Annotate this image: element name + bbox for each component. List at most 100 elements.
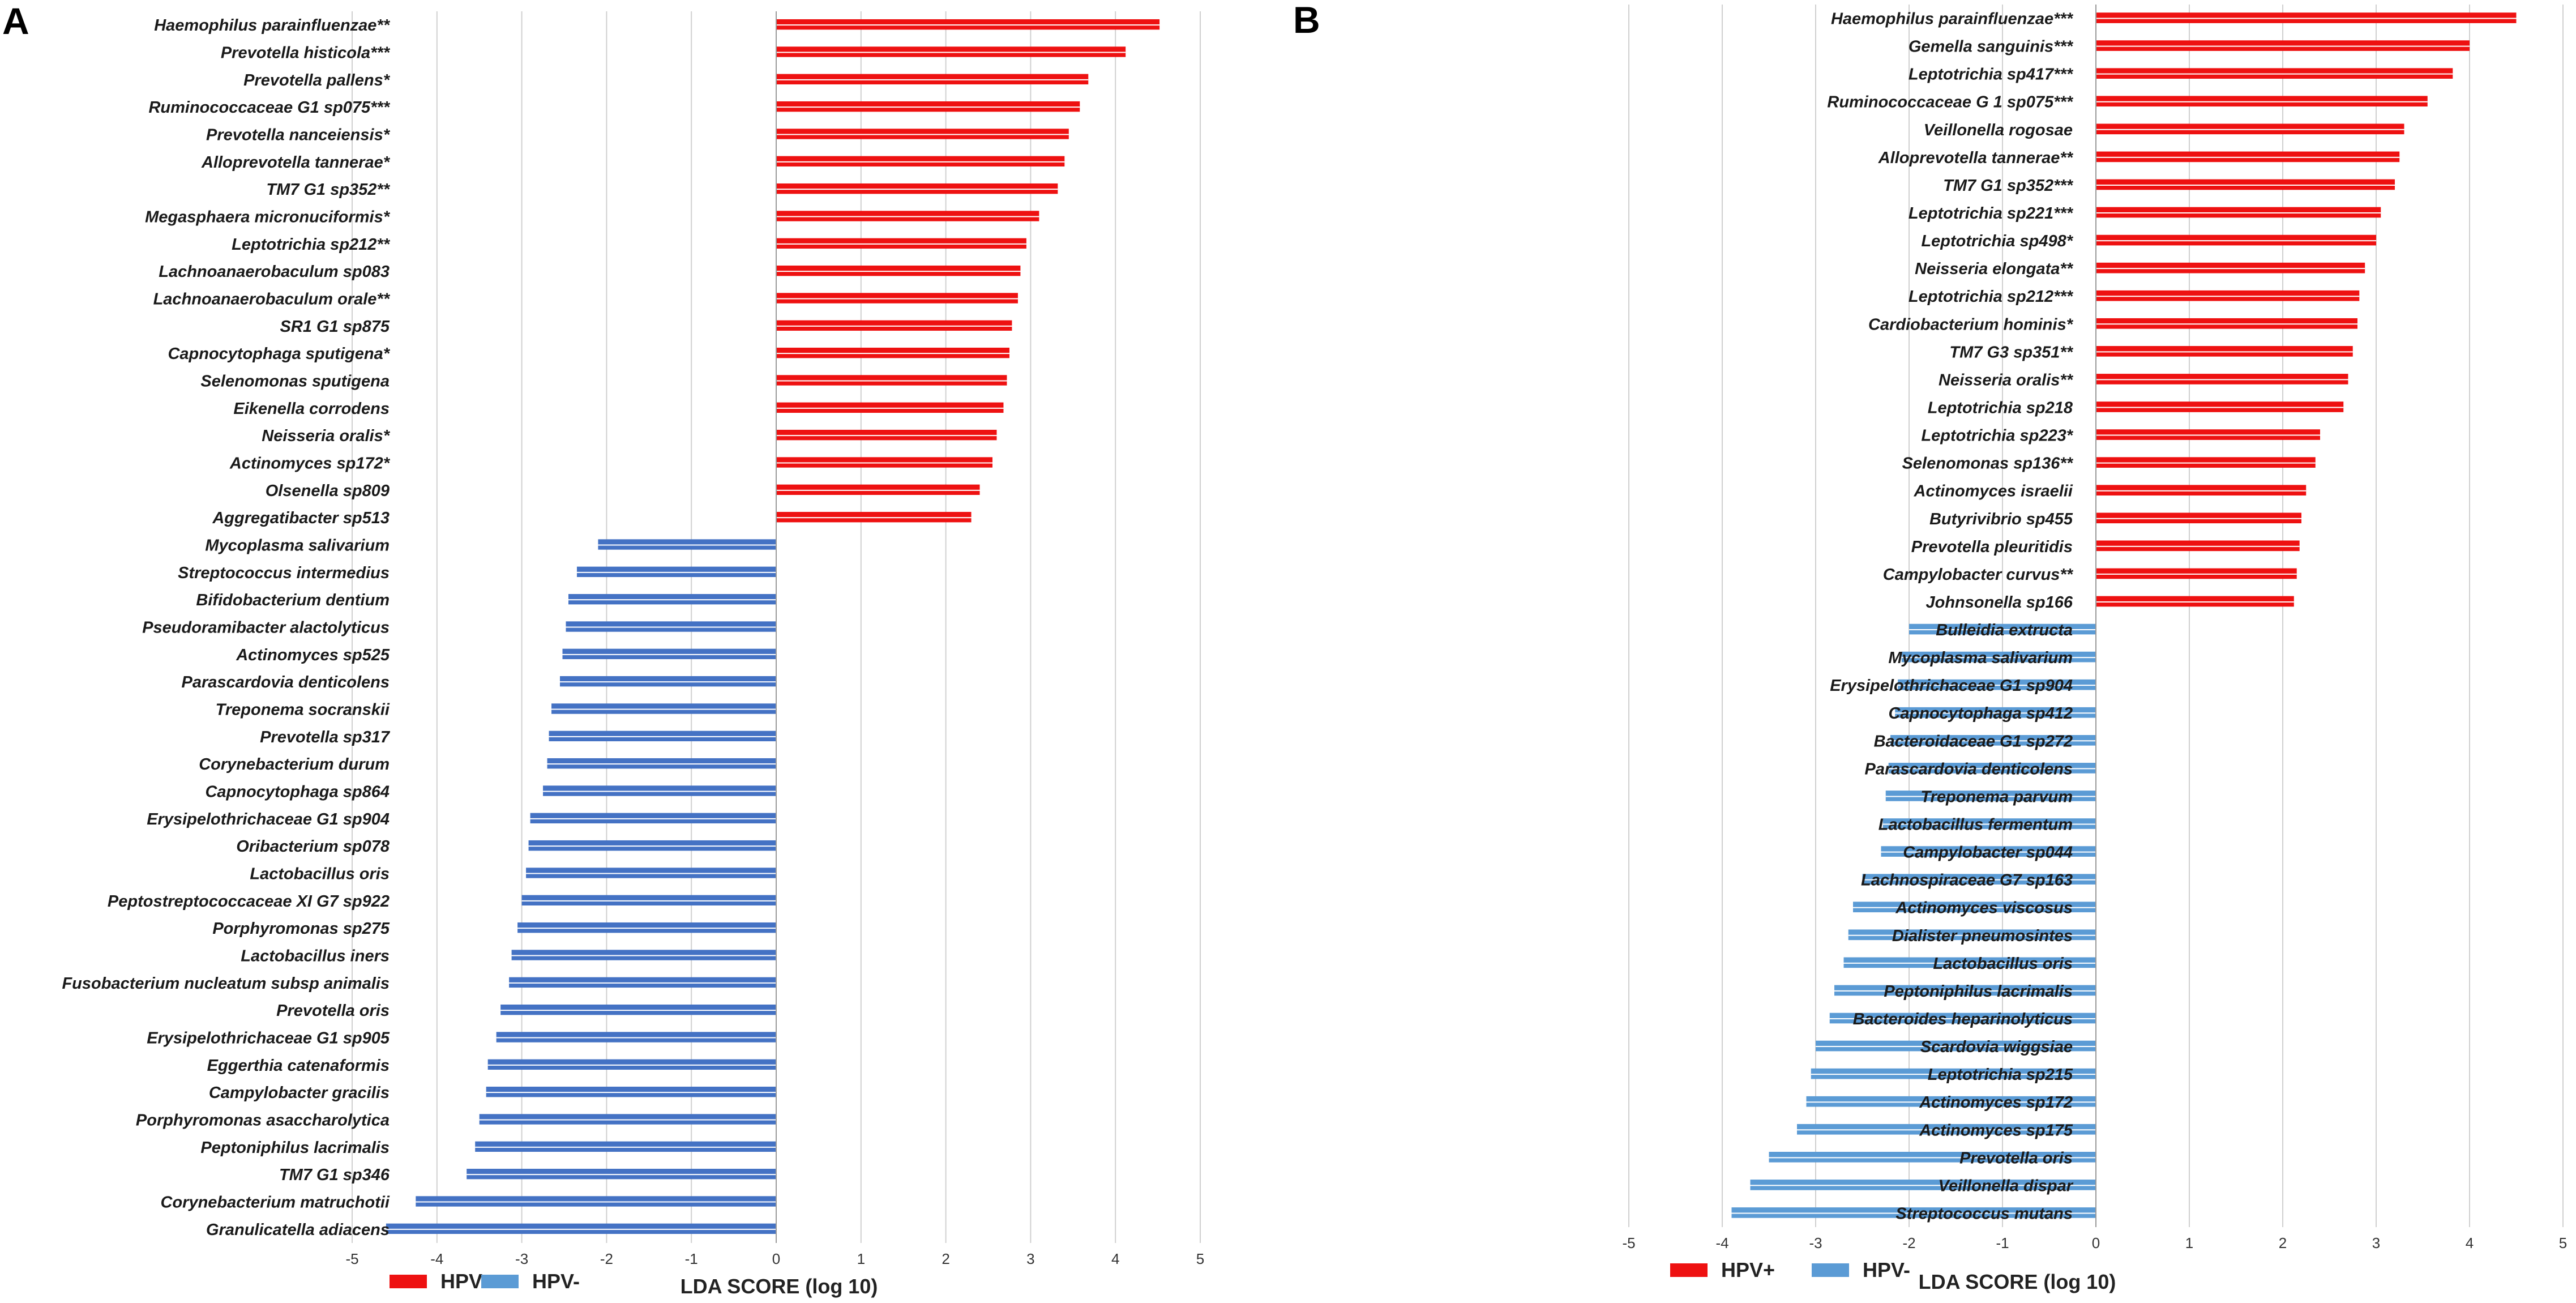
category-label: Leptotrichia sp218: [1928, 399, 2073, 417]
category-label: Leptotrichia sp221***: [1909, 204, 2074, 223]
category-label: Lachnoanaerobaculum sp083: [159, 263, 390, 281]
category-label: Lactobacillus iners: [241, 947, 390, 965]
category-label: Alloprevotella tannerae**: [1878, 149, 2074, 167]
panel-letter: A: [2, 0, 29, 42]
category-label: Actinomyces israelii: [1914, 482, 2073, 501]
category-label: Haemophilus parainfluenzae***: [1831, 10, 2074, 28]
category-label: TM7 G1 sp352**: [266, 181, 390, 199]
x-axis-label: LDA SCORE (log 10): [1919, 1270, 2116, 1293]
category-label: Dialister pneumosintes: [1892, 927, 2073, 945]
category-label: Selenomonas sputigena: [200, 373, 390, 391]
x-tick-label: -1: [685, 1250, 698, 1267]
category-label: Neisseria elongata**: [1915, 260, 2074, 278]
x-tick-label: 1: [857, 1250, 865, 1267]
category-label: Haemophilus parainfluenzae**: [154, 16, 390, 35]
panel-b: B -5 -4 -3 -2 -1 0 1 2 3 4 5 Haemophilus parainfluen…: [1293, 0, 2567, 1293]
bar: [1885, 791, 2096, 801]
category-label: Streptococcus intermedius: [178, 564, 390, 582]
category-label: Mycoplasma salivarium: [1888, 649, 2073, 667]
x-tick-label: -4: [1715, 1234, 1728, 1251]
category-label: Prevotella nanceiensis*: [206, 126, 391, 144]
category-label: Capnocytophaga sp864: [205, 783, 390, 801]
x-tick-label: 0: [2092, 1234, 2100, 1251]
category-label: TM7 G1 sp346: [279, 1166, 390, 1184]
category-label: Prevotella histicola***: [221, 44, 391, 62]
x-tick-label: -4: [430, 1250, 443, 1267]
category-label: Butyrivibrio sp455: [1929, 510, 2073, 528]
category-label: Mycoplasma salivarium: [205, 537, 390, 555]
bar: [2096, 123, 2404, 135]
category-label: Ruminococcaceae G1 sp075***: [148, 99, 390, 117]
category-label: Campylobacter curvus**: [1883, 566, 2074, 584]
legend-label: HPV-: [532, 1270, 580, 1293]
bar: [776, 347, 1009, 358]
category-label: Lactobacillus fermentum: [1878, 816, 2073, 834]
x-tick-label: 1: [2185, 1234, 2193, 1251]
x-tick-label: 3: [1026, 1250, 1034, 1267]
category-label: Actinomyces sp172: [1919, 1093, 2073, 1112]
category-label: Veillonella rogosae: [1924, 121, 2073, 139]
category-label: Leptotrichia sp417***: [1909, 66, 2074, 84]
category-label: Porphyromonas sp275: [212, 920, 390, 938]
bar: [1895, 707, 2096, 718]
category-label: Granulicatella adiacens: [206, 1221, 390, 1239]
category-label: Streptococcus mutans: [1895, 1204, 2073, 1223]
category-label: Selenomonas sp136**: [1902, 455, 2074, 473]
category-label: Leptotrichia sp498*: [1921, 232, 2073, 250]
category-label: Aggregatibacter sp513: [212, 509, 390, 527]
category-label: Bifidobacterium dentium: [196, 591, 390, 609]
category-label: Erysipelothrichaceae G1 sp905: [147, 1029, 390, 1048]
bar: [776, 238, 1026, 249]
panel-letter: B: [1293, 0, 1320, 41]
category-label: Leptotrichia sp212**: [232, 236, 391, 254]
category-label: Fusobacterium nucleatum subsp animalis: [62, 975, 390, 993]
category-label: Corynebacterium matruchotii: [161, 1194, 390, 1212]
bar: [2096, 318, 2357, 329]
category-label: Leptotrichia sp212***: [1909, 288, 2074, 306]
category-label: Peptoniphilus lacrimalis: [200, 1139, 390, 1157]
x-tick-label: 5: [2559, 1234, 2567, 1251]
panel-a: A -5 -4 -3 -2 -1 0 1 2 3 4 5 Haemophilus parainfluen…: [2, 0, 1204, 1298]
category-label: Prevotella pallens*: [243, 71, 391, 89]
x-tick-label: -5: [1622, 1234, 1635, 1251]
bar: [1829, 1013, 2096, 1024]
category-label: Erysipelothrichaceae G1 sp904: [147, 810, 390, 828]
bar: [2096, 234, 2376, 246]
category-label: Bacteroides heparinolyticus: [1853, 1010, 2073, 1028]
category-label: Prevotella oris: [276, 1002, 390, 1020]
bar: [776, 156, 1065, 167]
category-label: Capnocytophaga sp412: [1888, 704, 2073, 723]
category-label: Campylobacter gracilis: [209, 1084, 390, 1102]
category-label: Lactobacillus oris: [1933, 955, 2073, 973]
legend-swatch: [481, 1275, 519, 1288]
category-label: Bulleidia extructa: [1936, 621, 2073, 639]
category-label: Erysipelothrichaceae G1 sp904: [1830, 677, 2073, 695]
bar: [1797, 1123, 2096, 1135]
x-tick-label: -2: [1902, 1234, 1915, 1251]
category-label: Prevotella oris: [1959, 1149, 2073, 1167]
category-label: Cardiobacterium hominis*: [1868, 315, 2074, 334]
bar: [1882, 818, 2096, 829]
category-label: Lactobacillus oris: [250, 865, 390, 883]
x-tick-label: 2: [2279, 1234, 2287, 1251]
legend-swatch: [1812, 1263, 1849, 1277]
legend-label: HPV+: [1721, 1258, 1775, 1281]
x-tick-label: 3: [2372, 1234, 2380, 1251]
bar: [776, 511, 972, 523]
category-label: TM7 G3 sp351**: [1949, 343, 2073, 361]
category-label: Actinomyces sp172*: [229, 455, 391, 473]
x-tick-label: -5: [345, 1250, 358, 1267]
x-tick-label: 4: [1111, 1250, 1119, 1267]
category-label: Johnsonella sp166: [1926, 593, 2073, 612]
x-tick-label: 0: [772, 1250, 780, 1267]
bar: [776, 19, 1160, 30]
category-label: Campylobacter sp044: [1903, 844, 2073, 862]
legend-label: HPV-: [1863, 1258, 1910, 1281]
category-label: Leptotrichia sp223*: [1921, 427, 2073, 445]
category-label: Capnocytophaga sputigena*: [168, 345, 390, 363]
x-tick-label: 4: [2466, 1234, 2474, 1251]
x-tick-label: 5: [1196, 1250, 1204, 1267]
category-label: Scardovia wiggsiae: [1920, 1038, 2073, 1056]
category-label: Parascardovia denticolens: [182, 673, 390, 691]
